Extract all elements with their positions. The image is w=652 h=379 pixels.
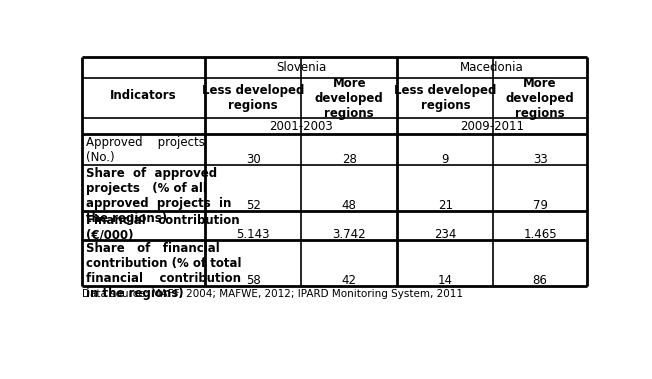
Text: Approved    projects
(No.): Approved projects (No.) — [85, 136, 205, 164]
Text: 3.742: 3.742 — [333, 228, 366, 241]
Text: Slovenia: Slovenia — [276, 61, 327, 74]
Text: Macedonia: Macedonia — [460, 61, 524, 74]
Text: 79: 79 — [533, 199, 548, 213]
Text: 52: 52 — [246, 199, 261, 213]
Text: More
developed
regions: More developed regions — [315, 77, 383, 120]
Text: 2001-2003: 2001-2003 — [269, 119, 333, 133]
Text: 1.465: 1.465 — [524, 228, 557, 241]
Text: 234: 234 — [434, 228, 456, 241]
Text: Data source: MAFF, 2004; MAFWE, 2012; IPARD Monitoring System, 2011: Data source: MAFF, 2004; MAFWE, 2012; IP… — [82, 289, 462, 299]
Text: Share  of  approved
projects   (% of all
approved  projects  in
the regions): Share of approved projects (% of all app… — [85, 168, 231, 226]
Text: 86: 86 — [533, 274, 548, 287]
Text: 33: 33 — [533, 153, 548, 166]
Text: Less developed
regions: Less developed regions — [394, 84, 497, 112]
Text: Share   of   financial
contribution (% of total
financial    contribution
in the: Share of financial contribution (% of to… — [85, 242, 241, 300]
Text: Financial   contribution
(€/000): Financial contribution (€/000) — [85, 214, 239, 241]
Text: 5.143: 5.143 — [237, 228, 270, 241]
Text: 48: 48 — [342, 199, 357, 213]
Text: 14: 14 — [437, 274, 453, 287]
Text: 42: 42 — [342, 274, 357, 287]
Text: 28: 28 — [342, 153, 357, 166]
Text: 9: 9 — [441, 153, 449, 166]
Text: 30: 30 — [246, 153, 261, 166]
Text: 21: 21 — [437, 199, 453, 213]
Text: Indicators: Indicators — [110, 89, 177, 102]
Text: 2009-2011: 2009-2011 — [460, 119, 524, 133]
Text: More
developed
regions: More developed regions — [506, 77, 574, 120]
Text: Less developed
regions: Less developed regions — [202, 84, 304, 112]
Text: 58: 58 — [246, 274, 261, 287]
